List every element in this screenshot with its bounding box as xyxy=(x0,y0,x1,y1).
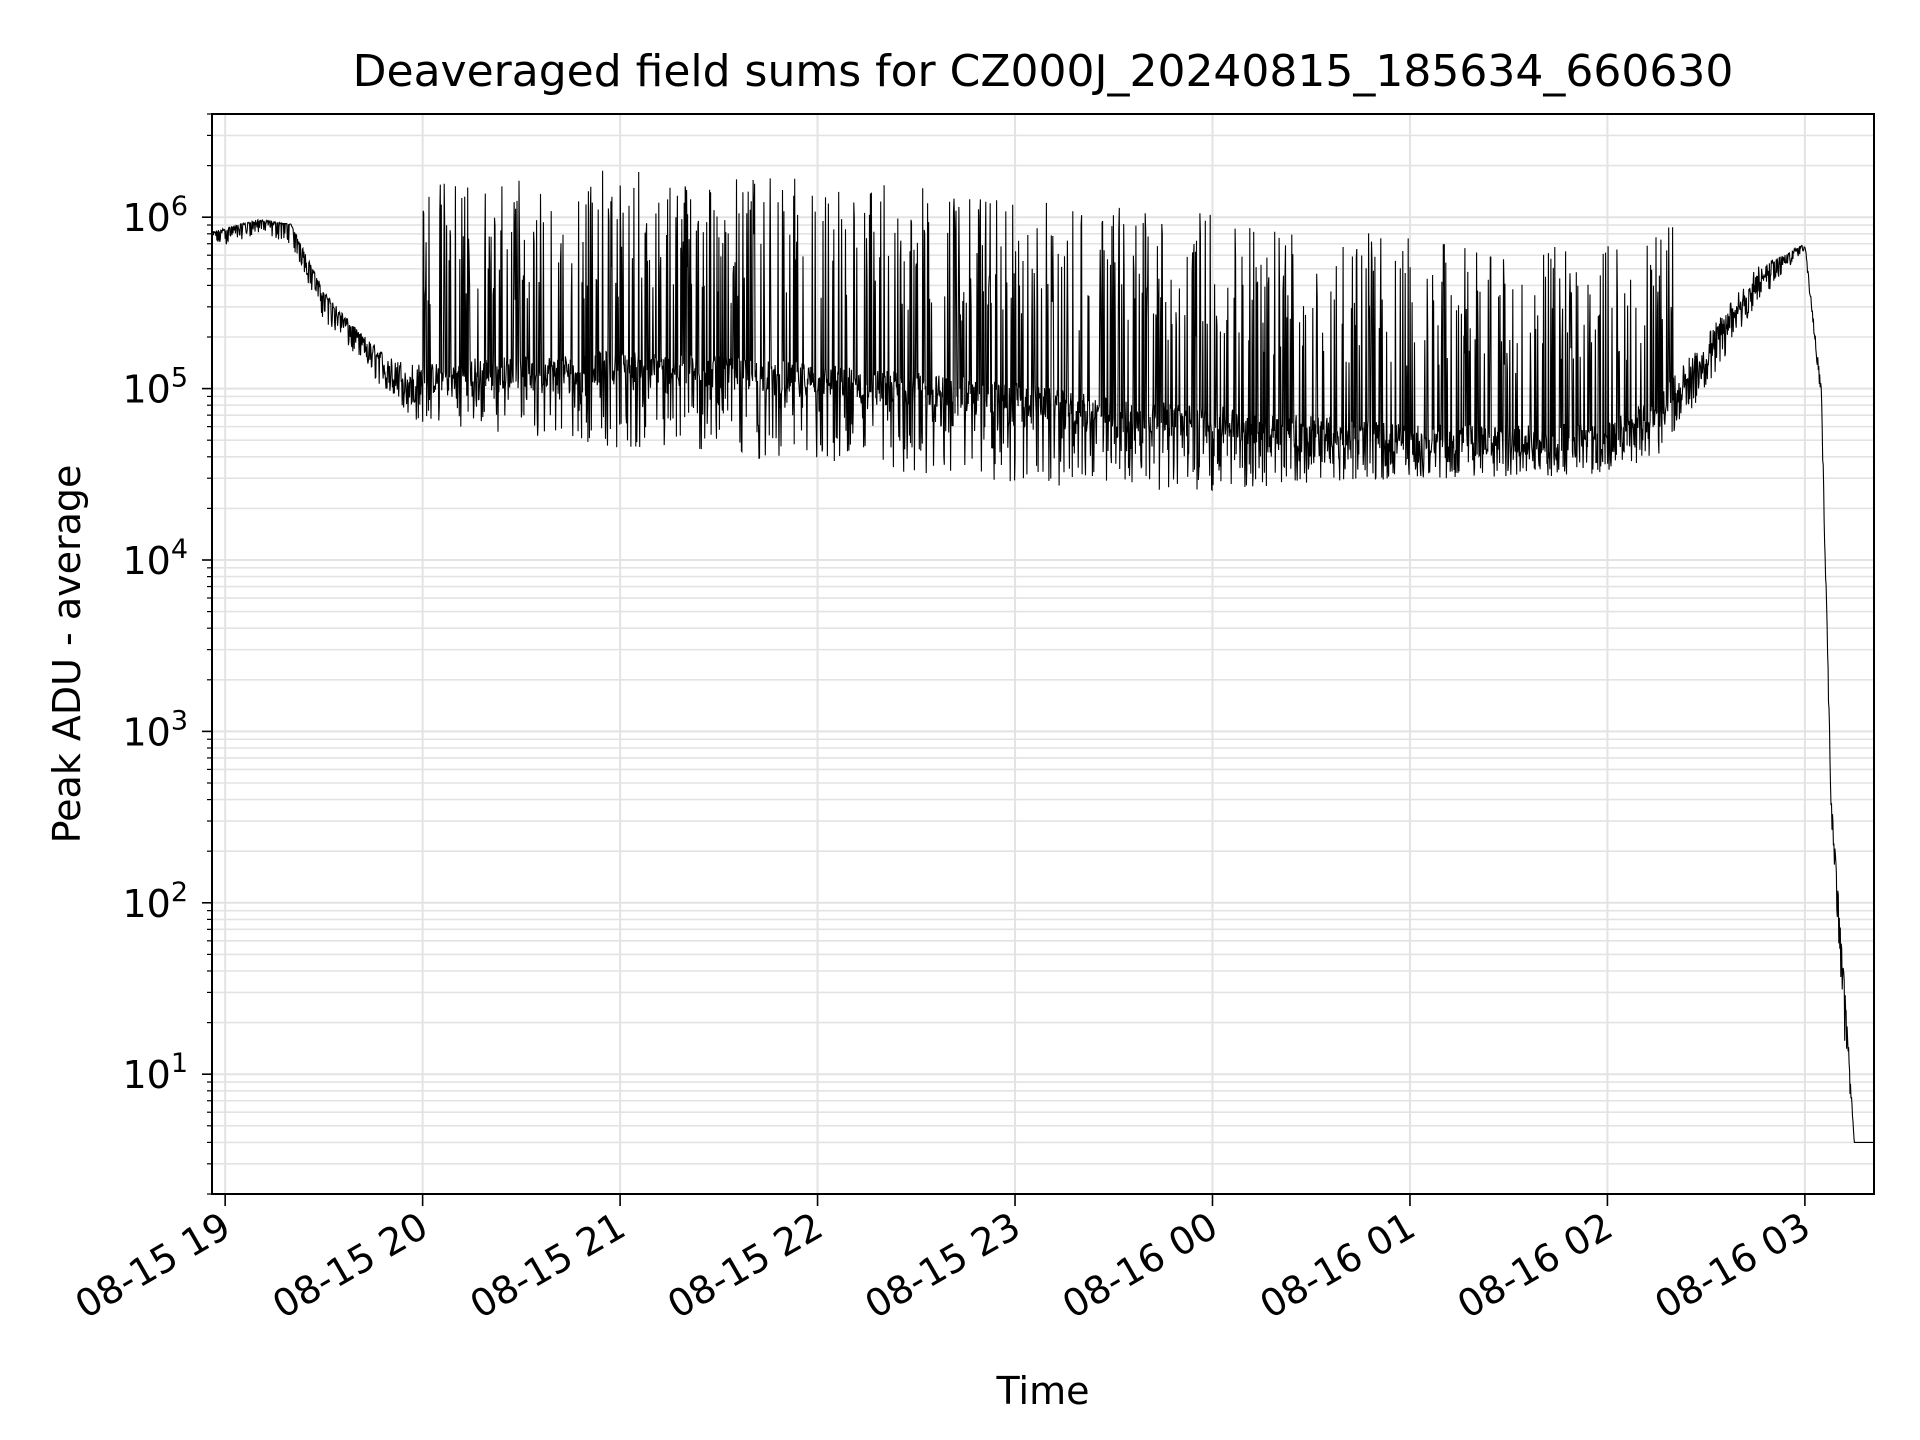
y-axis-label: Peak ADU - average xyxy=(45,465,89,844)
x-tick-label: 08-16 00 xyxy=(1055,1204,1225,1328)
x-tick-label: 08-16 01 xyxy=(1252,1204,1422,1328)
x-tick-label: 08-15 20 xyxy=(265,1204,435,1328)
x-tick-label: 08-15 22 xyxy=(660,1204,830,1328)
x-tick-label: 08-16 02 xyxy=(1450,1204,1620,1328)
chart-title: Deaveraged field sums for CZ000J_2024081… xyxy=(353,46,1734,97)
y-tick-label: 106 xyxy=(122,191,188,240)
y-tick-label: 105 xyxy=(122,363,188,412)
series-line xyxy=(211,170,1874,1143)
y-tick-label: 104 xyxy=(122,534,188,583)
x-tick-label: 08-15 21 xyxy=(463,1204,633,1328)
x-tick-label: 08-15 23 xyxy=(858,1204,1028,1328)
x-axis-label: Time xyxy=(996,1369,1090,1413)
x-tick-label: 08-16 03 xyxy=(1647,1204,1817,1328)
y-tick-label: 103 xyxy=(122,705,188,754)
x-tick-label: 08-15 19 xyxy=(68,1204,238,1328)
y-tick-label: 102 xyxy=(122,877,188,926)
plot-frame xyxy=(211,113,1875,1195)
y-tick-label: 101 xyxy=(122,1048,188,1097)
